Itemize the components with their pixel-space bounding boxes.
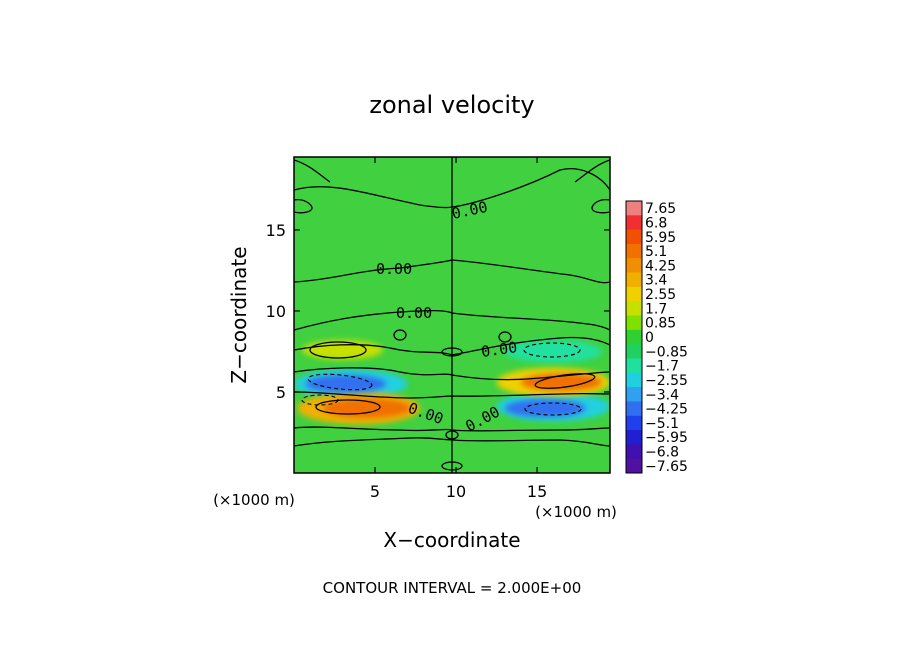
colorbar-label: 0	[645, 330, 654, 346]
contour-label: 0.00	[480, 338, 518, 361]
plot-area: 0.00 0.00 0.00 0.00 0.00 0.00	[293, 156, 611, 474]
colorbar-label: 6.8	[645, 215, 667, 231]
colorbar-swatch	[626, 387, 642, 402]
contour-label: 0.00	[396, 304, 432, 322]
velocity-blob-lower-left-jet	[323, 398, 411, 418]
colorbar-label: 4.25	[645, 258, 676, 274]
colorbar-swatch	[626, 229, 642, 245]
colorbar-swatch	[626, 315, 642, 331]
chart-title: zonal velocity	[369, 91, 534, 119]
colorbar-label: −2.55	[645, 373, 688, 389]
negative-contour	[307, 373, 373, 391]
contour-line	[591, 198, 610, 214]
contour-line	[294, 159, 331, 183]
x-tick-label: 10	[446, 482, 466, 501]
colorbar-label: −5.1	[645, 416, 679, 432]
negative-contour	[524, 402, 582, 416]
negative-contours	[301, 342, 582, 416]
colorbar-swatch	[626, 272, 642, 288]
colorbar-swatch	[626, 401, 642, 417]
colorbar-swatch	[626, 243, 642, 259]
y-tick-label: 5	[276, 383, 286, 402]
colorbar-frame	[625, 200, 643, 474]
x-tick-label: 15	[527, 482, 547, 501]
colorbar-label: −5.95	[645, 430, 688, 446]
colorbar-label: 3.4	[645, 273, 667, 289]
contour-line	[441, 461, 463, 471]
colorbar-swatch	[626, 444, 642, 460]
colorbar-swatch	[626, 458, 642, 474]
colorbar-label: −0.85	[645, 344, 688, 360]
contour-label: 0.00	[376, 260, 412, 278]
x-unit-label-left: (×1000 m)	[213, 491, 295, 509]
colorbar-label: −4.25	[645, 402, 688, 418]
contour-line	[445, 430, 459, 440]
colorbar-label: 2.55	[645, 287, 676, 303]
colorbar-swatch	[626, 344, 642, 359]
plot-frame	[293, 156, 611, 474]
colorbar-label: 7.65	[645, 201, 676, 217]
colorbar-label: 5.95	[645, 230, 676, 246]
contour-line	[498, 331, 512, 343]
contour-line	[294, 198, 313, 214]
contour-interval-note: CONTOUR INTERVAL = 2.000E+00	[323, 579, 582, 597]
contour-line	[574, 159, 610, 183]
colorbar: 7.656.85.955.14.253.42.551.70.850−0.85−1…	[625, 200, 688, 475]
colorbar-swatch	[626, 372, 642, 388]
colorbar-label: 0.85	[645, 316, 676, 332]
x-tick-label: 5	[370, 482, 380, 501]
colorbar-swatch	[626, 286, 642, 302]
contour-line	[441, 347, 463, 357]
y-tick-label: 10	[266, 302, 286, 321]
colorbar-swatch	[626, 301, 642, 317]
colorbar-swatch	[626, 215, 642, 231]
colorbar-swatch	[626, 258, 642, 274]
contour-line	[309, 341, 367, 359]
colorbar-label: 5.1	[645, 244, 667, 260]
colorbar-swatch	[626, 358, 642, 374]
colorbar-label: −7.65	[645, 459, 688, 475]
y-tick-label: 15	[266, 221, 286, 240]
velocity-blob-left-positive-lobe	[302, 340, 384, 360]
x-axis-label: X−coordinate	[383, 528, 520, 552]
contour-line	[534, 373, 596, 389]
negative-contour	[301, 394, 339, 406]
colorbar-swatch	[626, 329, 642, 345]
colorbar-swatch	[626, 430, 642, 445]
x-axis: 5 10 15	[370, 157, 547, 501]
x-unit-label-right: (×1000 m)	[535, 503, 617, 521]
colorbar-swatch	[626, 201, 642, 216]
contour-line	[393, 329, 407, 341]
colorbar-label: 1.7	[645, 301, 667, 317]
colorbar-label: −6.8	[645, 445, 679, 461]
negative-contour	[523, 342, 581, 358]
contour-line	[315, 399, 381, 415]
y-axis: 5 10 15	[266, 221, 610, 402]
colorbar-label: −1.7	[645, 359, 679, 375]
contour-lines	[294, 157, 610, 473]
colorbar-swatch	[626, 415, 642, 431]
y-axis-label: Z−coordinate	[227, 246, 251, 383]
velocity-blob-upper-left-jet	[305, 374, 387, 393]
colorbar-label: −3.4	[645, 387, 679, 403]
